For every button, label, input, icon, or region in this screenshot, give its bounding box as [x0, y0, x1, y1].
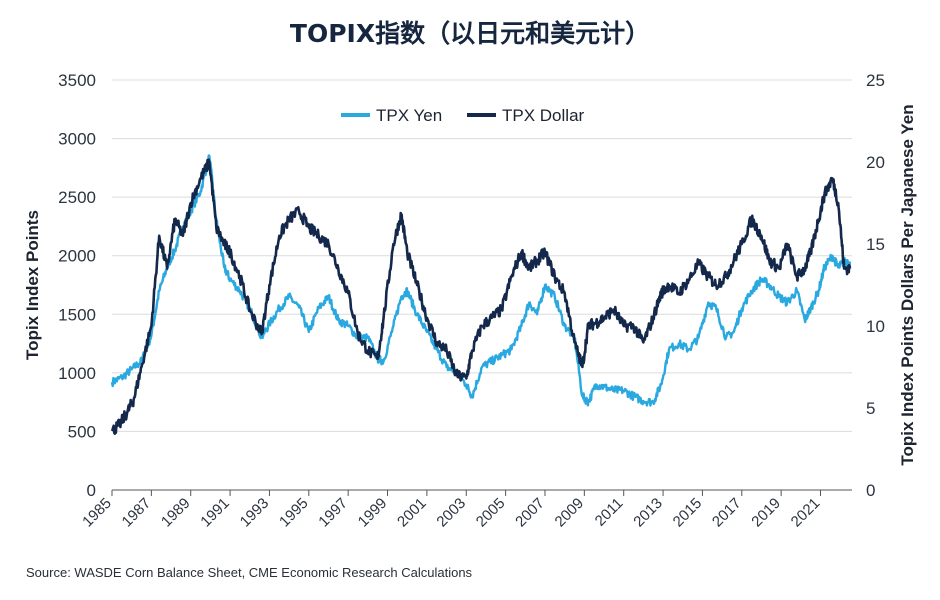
- x-tick-label: 1989: [158, 495, 194, 531]
- x-tick-label: 1993: [237, 495, 273, 531]
- left-y-tick-label: 2500: [58, 188, 96, 207]
- series-line-tpx-dollar: [110, 158, 852, 436]
- right-y-tick-label: 25: [866, 71, 885, 90]
- legend: TPX Yen TPX Dollar: [341, 106, 585, 125]
- left-y-tick-label: 3000: [58, 130, 96, 149]
- x-tick-label: 2011: [592, 495, 627, 530]
- gridlines: [112, 79, 852, 432]
- x-tick-label: 1997: [315, 495, 351, 531]
- x-tick-label: 1995: [276, 495, 312, 531]
- x-axis-ticks: 1985 1987 1989 1991 1993 1995 1997 1999 2001 2003…: [79, 490, 823, 530]
- x-tick-label: 1999: [355, 495, 391, 531]
- left-y-axis-ticks: 0 500 1000 1500 2000 2500 3000 3500: [58, 71, 96, 500]
- chart-title: TOPIX指数（以日元和美元计）: [289, 19, 651, 48]
- right-y-axis-label: Topix Index Points Dollars Per Japanese …: [898, 104, 917, 465]
- x-tick-label: 2007: [512, 495, 548, 531]
- series-lines: [110, 154, 852, 436]
- left-y-tick-label: 2000: [58, 247, 96, 266]
- legend-label-tpx-dollar: TPX Dollar: [502, 106, 585, 125]
- x-tick-label: 2013: [630, 495, 666, 531]
- left-y-tick-label: 500: [68, 422, 96, 441]
- x-tick-label: 1991: [197, 495, 233, 531]
- right-y-tick-label: 15: [866, 235, 885, 254]
- x-tick-label: 2009: [552, 495, 588, 531]
- left-y-tick-label: 1500: [58, 305, 96, 324]
- x-tick-label: 1987: [119, 495, 155, 531]
- x-tick-label: 2003: [433, 495, 469, 531]
- x-tick-label: 2001: [394, 495, 430, 531]
- x-tick-label: 2019: [748, 495, 784, 531]
- right-y-axis-ticks: 0 5 10 15 20 25: [866, 71, 885, 500]
- left-y-axis-label: Topix Index Points: [23, 210, 42, 360]
- x-tick-label: 2005: [473, 495, 509, 531]
- right-y-tick-label: 5: [866, 399, 875, 418]
- x-tick-label: 2021: [788, 495, 824, 531]
- right-y-tick-label: 20: [866, 153, 885, 172]
- source-note: Source: WASDE Corn Balance Sheet, CME Ec…: [26, 565, 473, 580]
- left-y-tick-label: 3500: [58, 71, 96, 90]
- x-tick-label: 2017: [709, 495, 745, 531]
- x-tick-label: 1985: [79, 495, 115, 531]
- right-y-tick-label: 10: [866, 317, 885, 336]
- series-line-tpx-yen: [110, 154, 852, 407]
- x-tick-label: 2015: [670, 495, 706, 531]
- right-y-tick-label: 0: [866, 481, 875, 500]
- left-y-tick-label: 0: [87, 481, 96, 500]
- legend-label-tpx-yen: TPX Yen: [376, 106, 442, 125]
- left-y-tick-label: 1000: [58, 364, 96, 383]
